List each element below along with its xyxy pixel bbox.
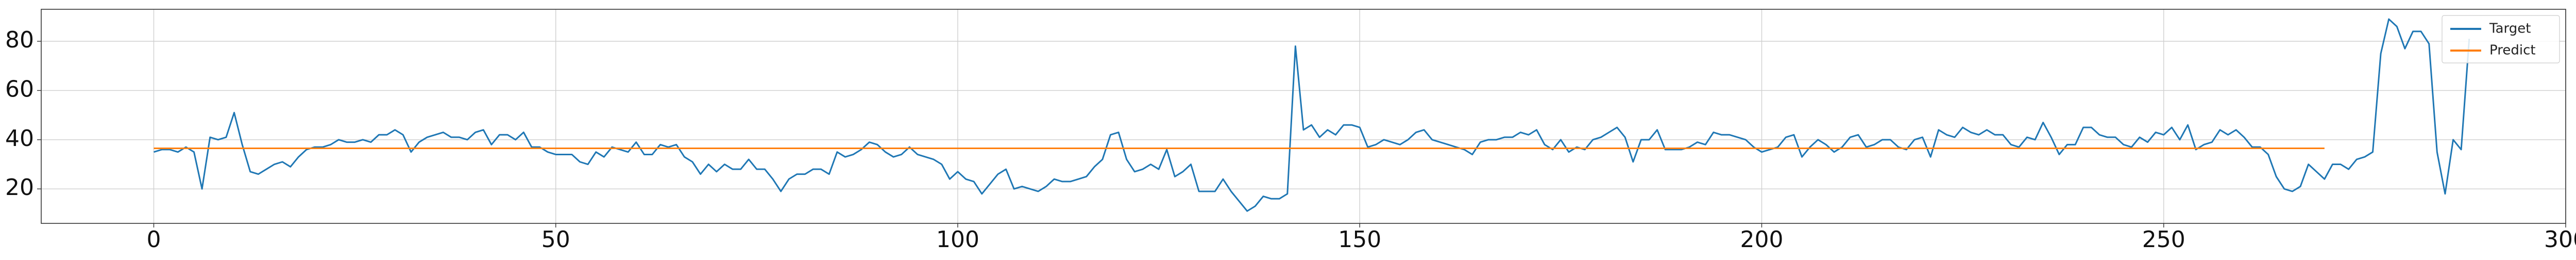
series-layer bbox=[154, 18, 2470, 212]
legend-label-target: Target bbox=[2489, 21, 2531, 37]
x-tick-label: 200 bbox=[1740, 226, 1783, 253]
legend: Target Predict bbox=[2442, 15, 2560, 63]
x-tick-label: 0 bbox=[146, 226, 161, 253]
series-line-target bbox=[154, 18, 2470, 212]
x-tick-label: 150 bbox=[1338, 226, 1381, 253]
x-tick-label: 50 bbox=[541, 226, 570, 253]
y-tick-label: 60 bbox=[5, 76, 34, 102]
x-tick-label: 250 bbox=[2142, 226, 2185, 253]
plot-frame bbox=[41, 9, 2566, 224]
y-tick-label: 80 bbox=[5, 27, 34, 53]
y-tick-label: 20 bbox=[5, 174, 34, 201]
x-tick-label: 300 bbox=[2544, 226, 2576, 253]
x-tick-label: 100 bbox=[936, 226, 979, 253]
ticks: 0 50 100 150 200 250 300 20 40 60 80 bbox=[5, 27, 2576, 253]
legend-label-predict: Predict bbox=[2489, 43, 2536, 58]
y-tick-label: 40 bbox=[5, 125, 34, 152]
plot-background bbox=[41, 9, 2566, 223]
